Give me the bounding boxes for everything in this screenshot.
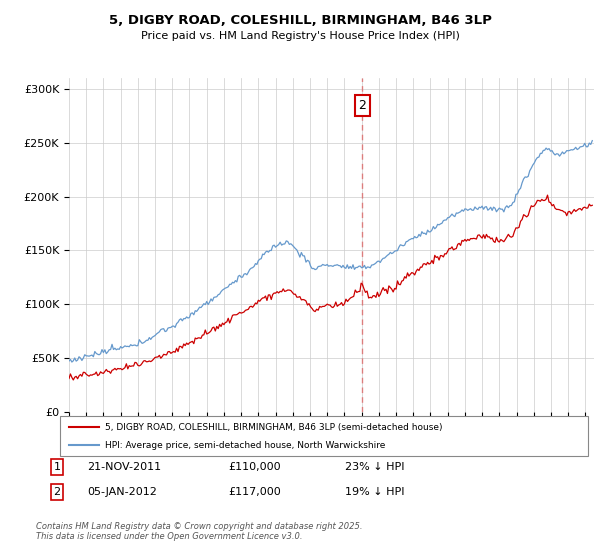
Text: 19% ↓ HPI: 19% ↓ HPI	[345, 487, 404, 497]
Text: Price paid vs. HM Land Registry's House Price Index (HPI): Price paid vs. HM Land Registry's House …	[140, 31, 460, 41]
Text: 23% ↓ HPI: 23% ↓ HPI	[345, 462, 404, 472]
Text: 1: 1	[53, 462, 61, 472]
Text: 5, DIGBY ROAD, COLESHILL, BIRMINGHAM, B46 3LP (semi-detached house): 5, DIGBY ROAD, COLESHILL, BIRMINGHAM, B4…	[105, 423, 443, 432]
Text: 2: 2	[358, 99, 366, 112]
Text: 5, DIGBY ROAD, COLESHILL, BIRMINGHAM, B46 3LP: 5, DIGBY ROAD, COLESHILL, BIRMINGHAM, B4…	[109, 14, 491, 27]
Text: £110,000: £110,000	[228, 462, 281, 472]
Text: Contains HM Land Registry data © Crown copyright and database right 2025.
This d: Contains HM Land Registry data © Crown c…	[36, 522, 362, 542]
Text: 2: 2	[53, 487, 61, 497]
Text: 05-JAN-2012: 05-JAN-2012	[87, 487, 157, 497]
Text: 21-NOV-2011: 21-NOV-2011	[87, 462, 161, 472]
Text: £117,000: £117,000	[228, 487, 281, 497]
Text: HPI: Average price, semi-detached house, North Warwickshire: HPI: Average price, semi-detached house,…	[105, 441, 385, 450]
